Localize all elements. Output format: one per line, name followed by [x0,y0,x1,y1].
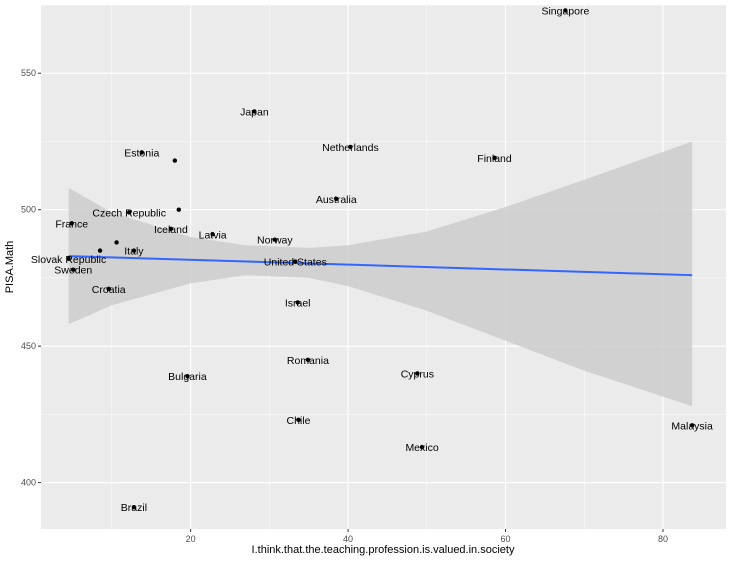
data-point [126,210,132,215]
data-point [293,259,298,264]
y-tick-label: 500 [21,205,36,215]
data-point [415,371,420,376]
data-point [66,256,71,262]
point-label: Bulgaria [168,371,207,383]
data-point [69,221,74,226]
x-axis-ticks: 20 40 60 80 [186,529,668,544]
confidence-band [68,141,693,407]
data-point [114,240,119,245]
y-axis-title: PISA.Math [4,241,16,294]
data-points [66,8,695,510]
y-tick-label: 400 [21,478,36,488]
x-tick-label: 40 [343,534,353,544]
data-point [348,144,353,150]
x-tick-label: 80 [658,534,668,544]
point-label: Romania [287,355,329,367]
point-label: Brazil [121,502,147,514]
point-label: Malaysia [671,420,713,432]
data-point [106,286,111,292]
point-label: France [55,218,88,230]
point-label: Norway [257,235,293,247]
point-label: Chile [286,415,310,427]
data-point [131,248,137,253]
point-label: Latvia [199,229,227,241]
data-point [563,8,568,13]
data-point [252,109,257,114]
data-point [139,150,144,155]
data-point [71,267,76,272]
point-label: Italy [124,246,144,258]
point-label: Japan [240,106,269,118]
data-point [295,300,300,305]
point-label: Slovak Republic [31,254,106,266]
x-tick-label: 20 [186,534,196,544]
point-label: Australia [316,194,357,206]
data-point [305,357,311,362]
data-point [176,207,181,212]
x-tick-label: 60 [501,534,511,544]
point-label: Israel [285,297,311,309]
data-point [210,232,215,237]
data-point [492,155,497,161]
data-point [419,444,425,450]
x-axis-title: I.think.that.the.teaching.profession.is.… [252,544,515,556]
point-label: Singapore [541,5,589,17]
point-label: Estonia [124,147,159,159]
point-label: Iceland [154,224,188,236]
data-point [689,423,695,428]
point-label: Czech Republic [92,207,166,219]
y-tick-label: 550 [21,68,36,78]
point-label: Cyprus [401,368,434,380]
point-label: Croatia [92,284,126,296]
data-point [272,237,278,242]
data-point [168,226,174,231]
data-point [185,373,190,379]
data-point [97,248,103,253]
data-point [131,504,137,510]
point-label: Mexico [405,442,438,454]
point-label: United States [264,257,327,269]
data-point [296,417,301,423]
data-point [334,196,339,201]
point-label: Sweden [54,265,92,277]
point-label: Finland [477,153,512,165]
y-axis-ticks: 400 450 500 550 [21,68,41,488]
data-point [172,158,178,163]
regression-line [68,255,693,277]
y-tick-label: 450 [21,341,36,351]
point-labels: Singapore Japan Netherlands Estonia Finland A… [31,5,713,514]
point-label: Netherlands [322,142,379,154]
